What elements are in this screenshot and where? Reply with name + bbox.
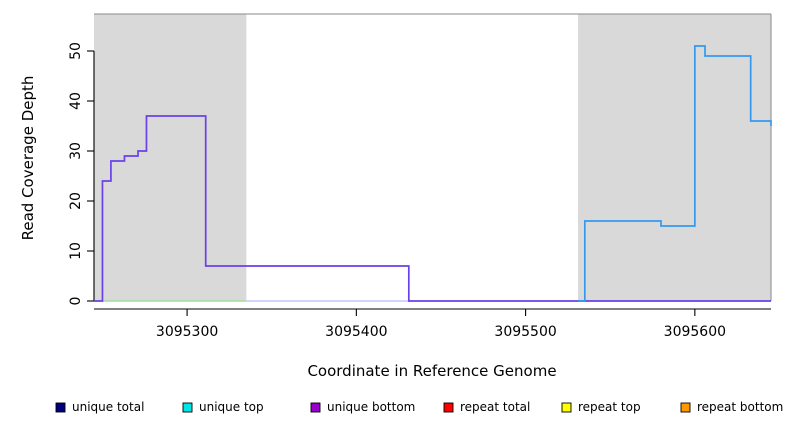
legend-label-unique-top: unique top — [199, 400, 264, 414]
y-tick-label: 0 — [68, 297, 84, 306]
x-tick-label: 3095500 — [494, 324, 556, 340]
legend-swatch-unique-top — [182, 402, 193, 413]
x-tick-label: 3095300 — [156, 324, 218, 340]
legend-swatch-unique-bottom — [310, 402, 321, 413]
y-tick-label: 40 — [68, 92, 84, 110]
legend-label-unique-bottom: unique bottom — [327, 400, 415, 414]
series-line-repeat-bottom — [578, 45, 772, 302]
legend-label-repeat-bottom: repeat bottom — [697, 400, 783, 414]
y-tick-label: 30 — [68, 142, 84, 160]
shaded-repeat-regions — [94, 14, 771, 301]
repeat-region-left — [94, 14, 247, 301]
legend-label-repeat-top: repeat top — [578, 400, 641, 414]
legend-label-unique-total: unique total — [72, 400, 144, 414]
series-line-unique-bottom — [94, 115, 771, 302]
y-tick-label: 50 — [68, 42, 84, 60]
x-axis-ticks: 3095300 3095400 3095500 3095600 — [156, 309, 726, 340]
y-tick-label: 20 — [68, 192, 84, 210]
x-tick-label: 3095600 — [664, 324, 726, 340]
repeat-region-right — [578, 14, 771, 301]
legend-swatch-repeat-total — [443, 402, 454, 413]
legend-swatch-repeat-bottom — [680, 402, 691, 413]
y-axis-ticks: 0 10 20 30 40 50 — [68, 42, 94, 305]
x-tick-label: 3095400 — [325, 324, 387, 340]
x-axis-title: Coordinate in Reference Genome — [307, 362, 556, 380]
legend-swatch-unique-total — [55, 402, 66, 413]
data-series-layer — [94, 45, 772, 302]
legend-swatch-repeat-top — [561, 402, 572, 413]
legend-label-repeat-total: repeat total — [460, 400, 530, 414]
chart-legend: unique total unique top unique bottom repea… — [55, 400, 783, 414]
y-tick-label: 10 — [68, 242, 84, 260]
y-axis-title: Read Coverage Depth — [19, 76, 37, 241]
